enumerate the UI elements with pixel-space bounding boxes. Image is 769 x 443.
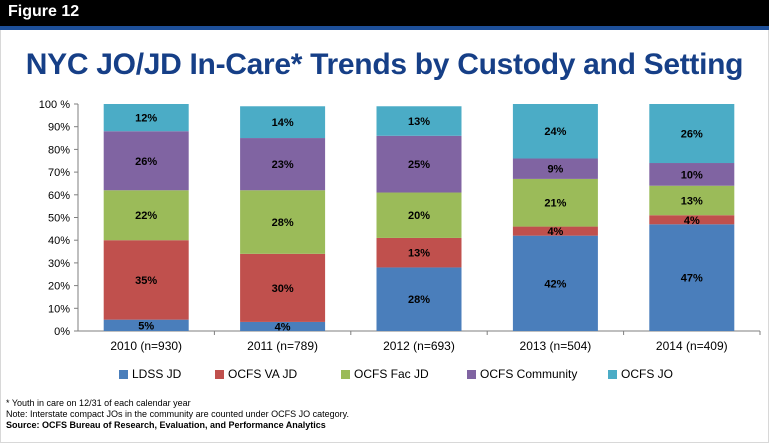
y-tick-label: 20% xyxy=(48,281,70,293)
bar-segment xyxy=(649,224,735,331)
legend-swatch xyxy=(341,370,350,379)
bar-segment xyxy=(240,106,326,139)
data-label: 13% xyxy=(408,116,430,128)
bar-segment xyxy=(376,192,462,238)
x-tick-label: 2011 (n=789) xyxy=(247,339,318,353)
bar-segment xyxy=(512,104,598,159)
stacked-bar-chart: 0% 10% 20% 30% 40% 50% 60% 70% 80% 90% 100 % 5% 35% 2… xyxy=(39,99,761,381)
data-label: 28% xyxy=(408,294,430,306)
bar-segment xyxy=(376,106,462,136)
legend-label: LDSS JD xyxy=(132,367,182,381)
data-label: 13% xyxy=(681,195,703,207)
bar-segment xyxy=(649,185,735,216)
x-tick-label: 2014 (n=409) xyxy=(656,339,728,353)
bar-segment xyxy=(512,158,598,179)
x-tick-label: 2013 (n=504) xyxy=(520,339,592,353)
bar-segment xyxy=(240,253,326,322)
figure-header-bar: Figure 12 xyxy=(0,0,769,30)
data-label: 28% xyxy=(272,217,294,229)
bar-segment xyxy=(649,215,735,225)
y-tick-label: 90% xyxy=(48,122,70,134)
legend-swatch xyxy=(608,370,617,379)
y-tick-label: 70% xyxy=(48,167,70,179)
data-label: 21% xyxy=(544,198,566,210)
data-label: 20% xyxy=(408,210,430,222)
data-label: 22% xyxy=(135,210,157,222)
data-label: 9% xyxy=(547,164,563,176)
bar-segment xyxy=(512,226,598,236)
footnote: * Youth in care on 12/31 of each calenda… xyxy=(6,398,191,408)
bar-segment xyxy=(649,163,735,186)
chart-notes: * Youth in care on 12/31 of each calenda… xyxy=(6,398,349,431)
legend-swatch xyxy=(119,370,128,379)
data-label: 4% xyxy=(275,321,291,333)
note: Note: Interstate compact JOs in the comm… xyxy=(6,409,349,419)
y-tick-label: 80% xyxy=(48,144,70,156)
bar-segment xyxy=(376,267,462,331)
chart-title: NYC JO/JD In-Care* Trends by Custody and… xyxy=(25,48,744,81)
data-label: 24% xyxy=(544,126,566,138)
bar-segment xyxy=(376,237,462,268)
y-tick-label: 60% xyxy=(48,190,70,202)
bar-segment xyxy=(512,178,598,227)
bar-segment xyxy=(240,321,326,331)
y-tick-label: 30% xyxy=(48,258,70,270)
data-label: 12% xyxy=(135,113,157,125)
legend-label: OCFS Fac JD xyxy=(354,367,429,381)
legend-label: OCFS VA JD xyxy=(228,367,297,381)
data-label: 47% xyxy=(681,273,703,285)
x-tick-label: 2010 (n=930) xyxy=(110,339,182,353)
bar-segment xyxy=(103,190,189,241)
legend-label: OCFS Community xyxy=(480,367,577,381)
data-label: 4% xyxy=(547,226,563,238)
bar-segment xyxy=(649,104,735,164)
data-label: 26% xyxy=(681,129,703,141)
data-label: 35% xyxy=(135,275,157,287)
figure-label: Figure 12 xyxy=(8,3,80,20)
y-tick-label: 40% xyxy=(48,235,70,247)
legend-swatch xyxy=(215,370,224,379)
x-tick-label: 2012 (n=693) xyxy=(383,339,455,353)
source-note: Source: OCFS Bureau of Research, Evaluat… xyxy=(6,420,326,430)
bar-segment xyxy=(103,131,189,191)
header-accent-line xyxy=(0,26,769,30)
legend-swatch xyxy=(467,370,476,379)
y-tick-label: 10% xyxy=(48,303,70,315)
y-tick-label: 100 % xyxy=(39,99,70,111)
data-label: 26% xyxy=(135,156,157,168)
y-tick-label: 50% xyxy=(48,213,70,225)
bar-segment xyxy=(103,104,189,132)
data-label: 10% xyxy=(681,169,703,181)
data-label: 42% xyxy=(544,278,566,290)
bar-segment xyxy=(240,138,326,191)
bar-segment xyxy=(240,190,326,254)
data-label: 14% xyxy=(272,117,294,129)
data-label: 25% xyxy=(408,159,430,171)
data-label: 30% xyxy=(272,283,294,295)
bar-segment xyxy=(512,235,598,331)
bar-segment xyxy=(376,135,462,193)
data-label: 13% xyxy=(408,248,430,260)
legend-label: OCFS JO xyxy=(621,367,673,381)
y-tick-label: 0% xyxy=(54,326,70,338)
data-label: 5% xyxy=(138,320,154,332)
data-label: 4% xyxy=(684,215,700,227)
data-label: 23% xyxy=(272,159,294,171)
bar-segment xyxy=(103,319,189,331)
bar-segment xyxy=(103,240,189,320)
